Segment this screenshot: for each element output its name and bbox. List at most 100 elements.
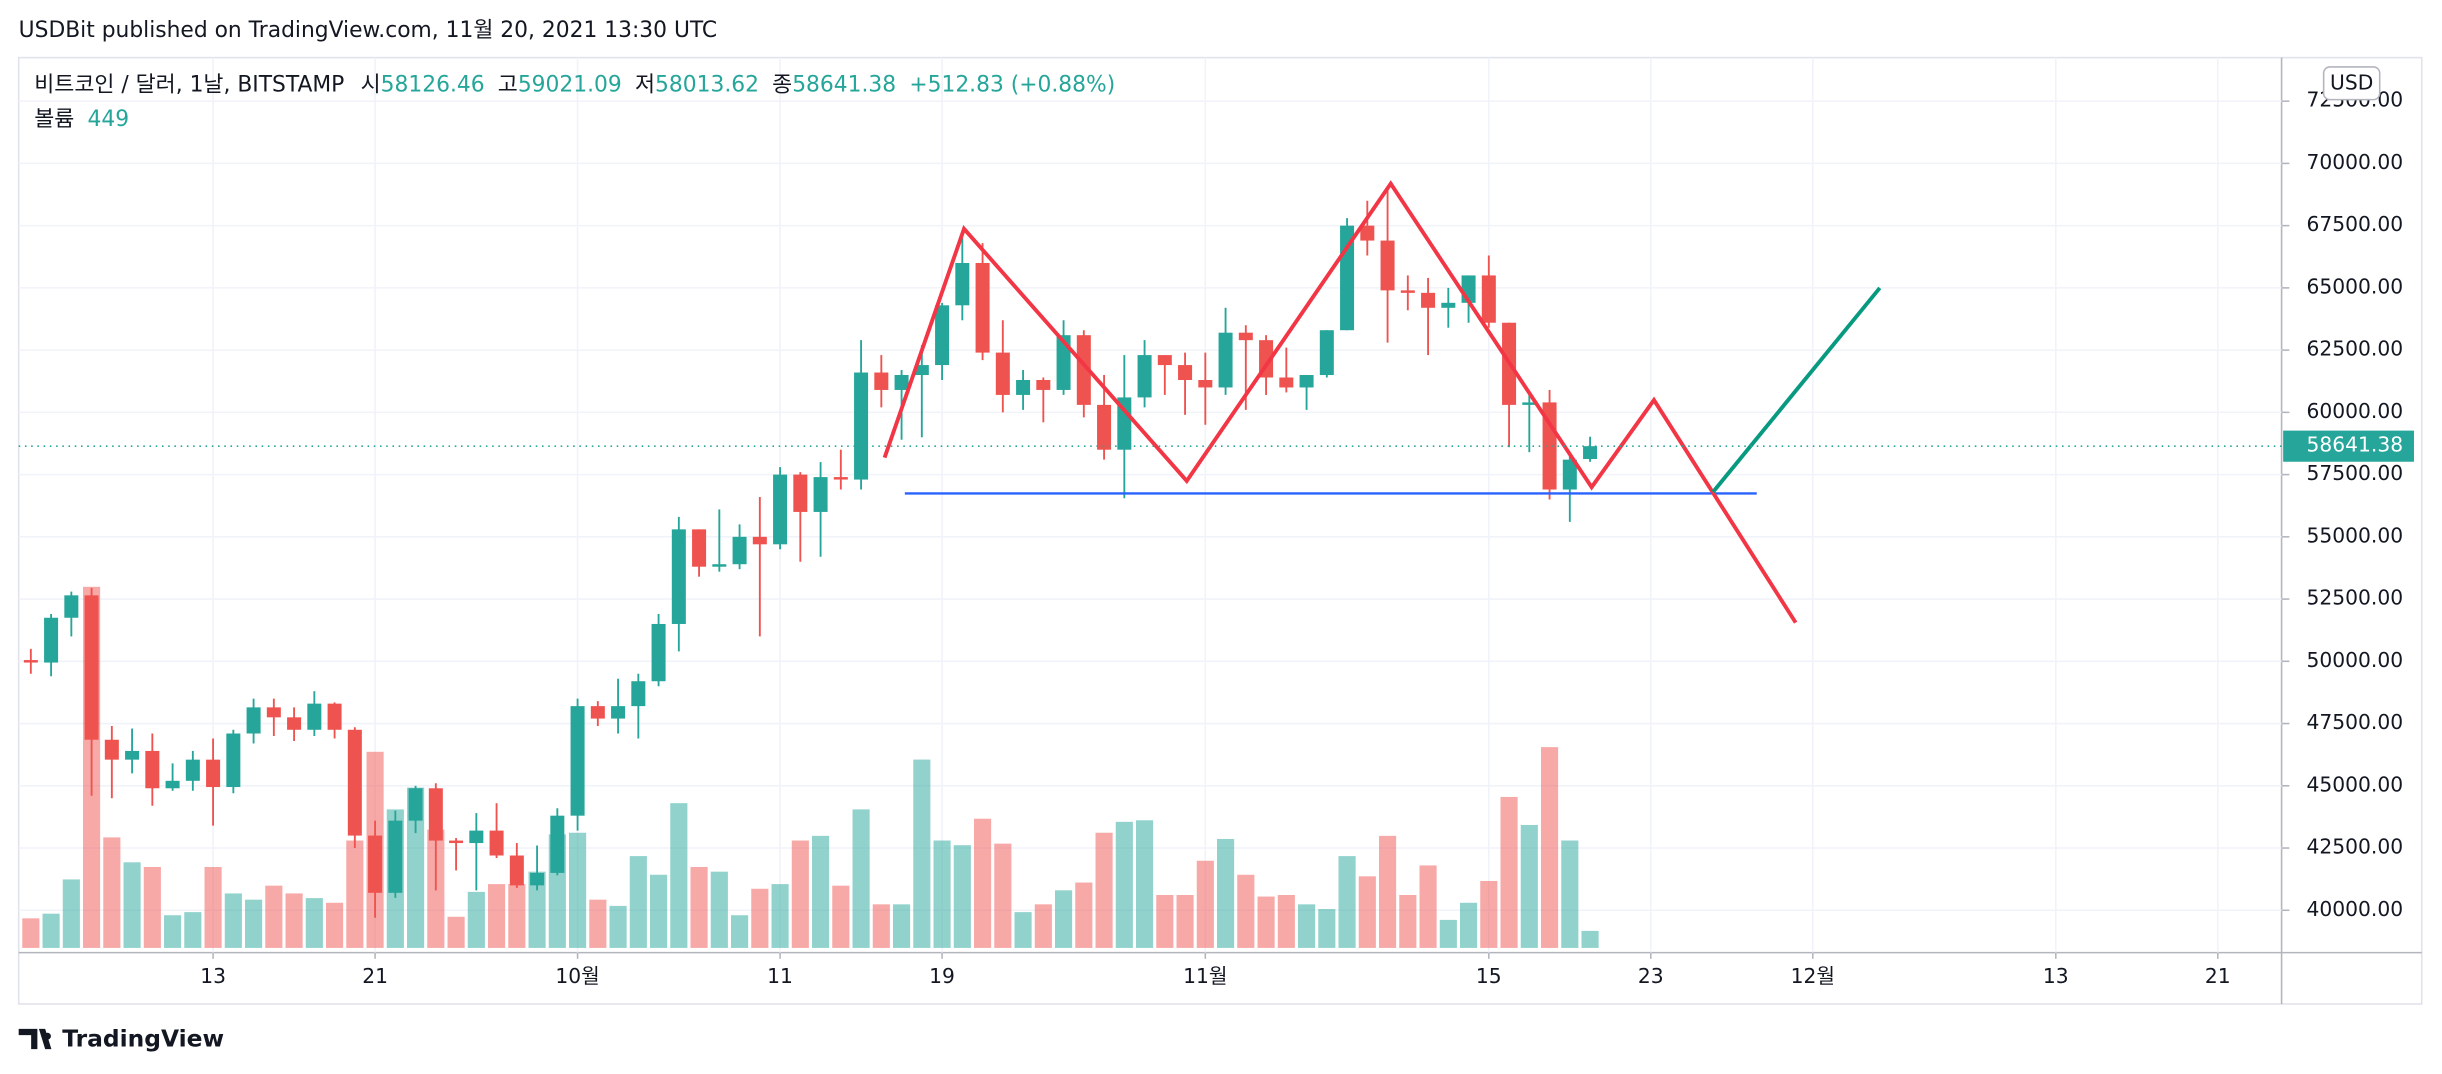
candle-body [23,660,38,663]
candle-body [44,617,59,663]
y-tick-label: 70000.00 [2307,150,2404,174]
volume-bar [872,904,890,948]
volume-pane [22,586,1599,948]
volume-bar [1561,840,1579,948]
candle-body [651,623,666,682]
volume-bar [123,862,141,948]
currency-label[interactable]: USD [2330,71,2373,95]
volume-bar [488,884,506,948]
volume-bar [1581,930,1599,948]
candle-body [84,595,99,740]
volume-bar [1136,820,1154,948]
candle-body [1481,275,1496,323]
candle-body [752,536,767,545]
y-tick-label: 52500.00 [2307,586,2404,610]
candle-body [246,707,261,734]
volume-bar [407,787,425,948]
volume-bar [1540,747,1559,948]
logo-mark [18,1028,52,1050]
volume-bar [589,899,607,948]
volume-bar [346,840,364,948]
volume-bar [650,874,668,948]
open-label: 시 [361,73,381,98]
x-tick-label: 11월 [1183,964,1227,988]
candle-body [1279,377,1294,388]
candle-body [125,750,140,760]
candle-body [1522,402,1537,405]
volume-bar [1095,832,1113,948]
y-tick-label: 57500.00 [2307,461,2404,485]
candle-body [1360,225,1375,241]
volume-bar [1480,880,1498,948]
volume-bar [184,912,202,948]
candle-body [428,788,443,841]
candle-body [388,820,403,893]
volume-value: 449 [88,107,130,132]
candle-body [347,729,362,836]
volume-bar [1277,895,1295,948]
y-tick-label: 62500.00 [2307,337,2404,361]
candle-body [1421,292,1436,308]
volume-bar [1014,912,1032,948]
candle-body [1198,379,1213,388]
volume-bar [710,871,728,948]
brand-name: TradingView [62,1024,224,1052]
last-price-label: 58641.38 [2307,433,2404,457]
candle-body [226,733,241,788]
x-tick-label: 13 [200,964,226,988]
volume-bar [1399,895,1417,948]
candle-body [611,706,626,719]
candle-body [833,477,848,480]
y-tick-label: 42500.00 [2307,835,2404,859]
volume-bar [629,856,647,948]
candle-body [185,759,200,781]
volume-bar [1237,874,1255,948]
volume-bar [224,893,242,948]
volume-bar [913,759,931,948]
candle-body [530,872,545,886]
candles [23,188,1598,918]
candle-body [1542,402,1557,490]
volume-bar [143,866,161,948]
y-tick-label: 45000.00 [2307,772,2404,796]
last-price-tag [2283,430,2414,462]
volume-bar [528,871,546,948]
y-tick-label: 47500.00 [2307,710,2404,734]
volume-bar [62,879,80,948]
volume-bar [42,913,60,948]
high-value: 59021.09 [518,73,622,98]
candle-body [1097,404,1112,450]
candle-body [692,529,707,567]
x-tick-label: 21 [2205,964,2231,988]
currency-badge[interactable] [2322,66,2381,101]
volume-bar [791,840,809,948]
volume-bar [832,885,850,948]
candle-body [1117,397,1132,450]
change-value: +512.83 (+0.88%) [909,73,1115,98]
volume-bar [1439,919,1457,948]
volume-bar [953,845,971,948]
volume-bar [609,905,627,948]
volume-bar [1034,904,1052,948]
volume-bar [1419,865,1437,948]
volume-bar [771,884,789,948]
volume-bar [1520,824,1538,948]
candle-body [935,305,950,366]
volume-bar [1358,876,1376,948]
pattern-drawing [882,180,1882,624]
target-line [1711,286,1882,494]
volume-bar [933,840,951,948]
candle-body [266,707,281,718]
candle-body [1076,335,1091,405]
volume-bar [467,891,485,948]
volume-bar [1459,902,1478,948]
volume-bar [670,803,688,948]
high-label: 고 [498,73,518,98]
candle-body [1319,330,1334,376]
volume-bar [1196,860,1214,948]
candle-body [1583,446,1598,459]
candle-body [307,703,322,730]
volume-bar [994,843,1012,948]
open-value: 58126.46 [381,73,485,98]
